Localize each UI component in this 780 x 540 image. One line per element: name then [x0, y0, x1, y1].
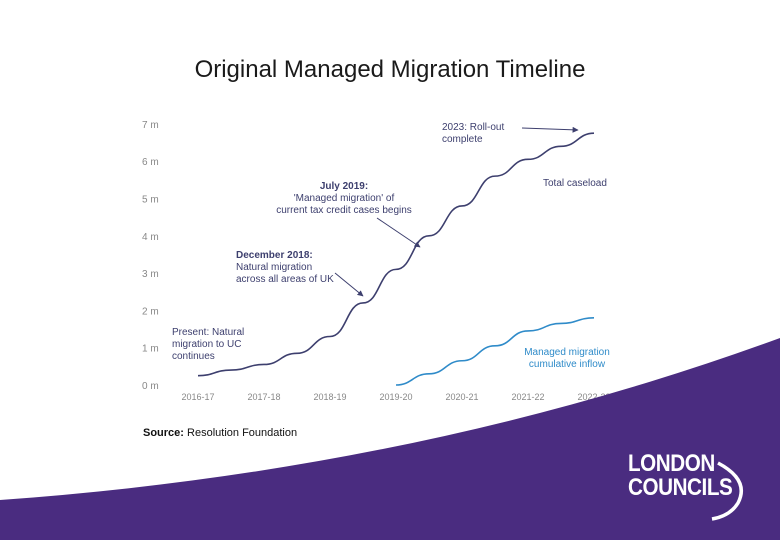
annotation-present: Present: Natural migration to UC continues: [172, 327, 244, 362]
x-tick-label: 2017-18: [247, 392, 280, 402]
slide-title: Original Managed Migration Timeline: [194, 56, 586, 83]
y-tick-label: 7 m: [142, 120, 159, 131]
arrow-july-2019: [376, 217, 421, 248]
annotation-total: Total caseload: [543, 178, 607, 189]
x-tick-label: 2020-21: [445, 392, 478, 402]
arrow-december-2018: [334, 272, 364, 297]
x-tick-label: 2016-17: [181, 392, 214, 402]
source-label: Source:: [143, 427, 184, 439]
y-tick-label: 0 m: [142, 381, 159, 392]
y-tick-label: 5 m: [142, 195, 159, 206]
logo-line-1: LONDON: [628, 450, 715, 477]
annotation-mm: Managed migration cumulative inflow: [524, 347, 610, 370]
caseload-line-chart: 0 m 1 m 2 m 3 m 4 m 5 m 6 m 7 m 2016-17 2017-18 2…: [142, 120, 611, 402]
y-tick-label: 2 m: [142, 306, 159, 317]
annotation-dec2018: December 2018: Natural migration across al…: [236, 250, 334, 285]
source-note: Source: Resolution Foundation: [143, 427, 297, 439]
x-tick-label: 2021-22: [511, 392, 544, 402]
x-tick-label: 2022-23: [577, 392, 610, 402]
y-tick-label: 6 m: [142, 157, 159, 168]
y-tick-label: 4 m: [142, 232, 159, 243]
source-text: Resolution Foundation: [187, 427, 298, 439]
arrow-roll-out: [521, 126, 579, 133]
y-tick-label: 1 m: [142, 344, 159, 355]
y-tick-label: 3 m: [142, 269, 159, 280]
annotation-jul2019: July 2019: 'Managed migration' of current …: [276, 181, 412, 216]
x-tick-label: 2019-20: [379, 392, 412, 402]
annotation-roll: 2023: Roll-out complete: [442, 122, 504, 145]
x-tick-label: 2018-19: [313, 392, 346, 402]
london-councils-logo: LONDON COUNCILS: [628, 452, 749, 499]
logo-line-2: COUNCILS: [628, 473, 733, 501]
